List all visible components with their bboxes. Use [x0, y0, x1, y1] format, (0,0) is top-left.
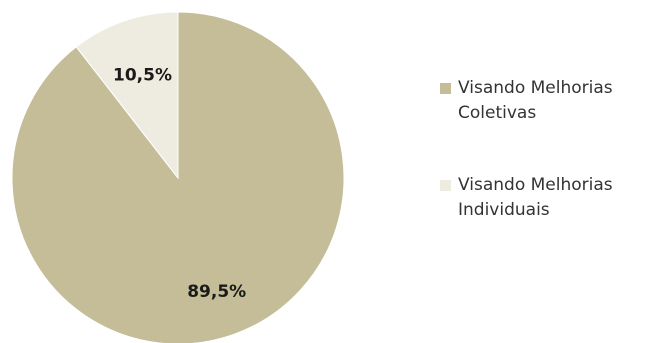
- legend-swatch-coletivas: [440, 83, 451, 94]
- data-label-coletivas: 89,5%: [187, 282, 246, 302]
- legend-item-individuais: Visando Melhorias Individuais: [440, 173, 640, 223]
- pie-slice-individuais: [75, 11, 179, 180]
- legend-label-coletivas: Visando Melhorias Coletivas: [458, 78, 613, 123]
- legend-label-individuais: Visando Melhorias Individuais: [458, 175, 613, 220]
- pie-slices: [11, 11, 345, 343]
- data-label-individuais: 10,5%: [113, 65, 172, 85]
- legend-item-coletivas: Visando Melhorias Coletivas: [440, 76, 640, 126]
- pie-slice-coletivas: [11, 11, 345, 343]
- pie-data-labels: 89,5% 10,5%: [113, 65, 246, 302]
- legend: Visando Melhorias Coletivas Visando Melh…: [440, 76, 640, 223]
- legend-swatch-individuais: [440, 180, 451, 191]
